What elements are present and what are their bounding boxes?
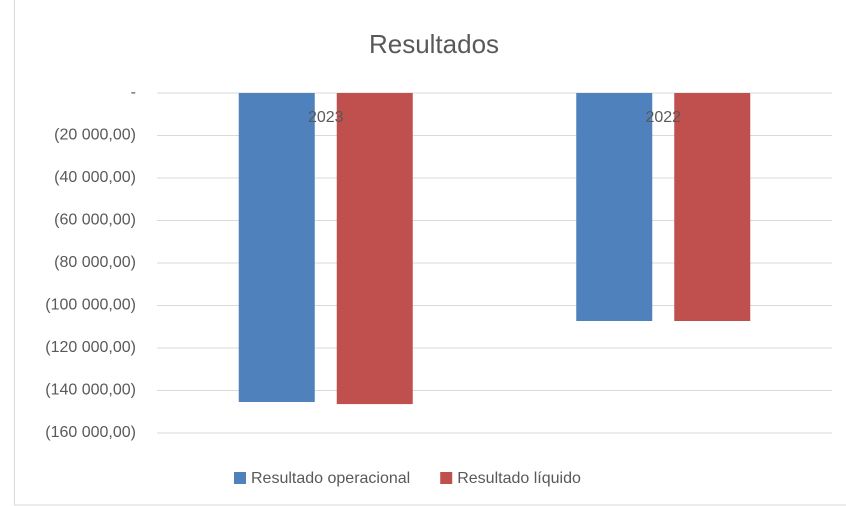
y-tick-label: (60 000,00) xyxy=(54,212,136,229)
x-tick-label: 2023 xyxy=(308,109,344,126)
bar xyxy=(576,93,653,322)
bar xyxy=(674,93,751,322)
y-tick-label: (40 000,00) xyxy=(54,169,136,186)
y-tick-label: (80 000,00) xyxy=(54,254,136,271)
y-tick-label: (160 000,00) xyxy=(45,424,136,441)
legend-swatch xyxy=(440,472,453,484)
y-tick-label: (140 000,00) xyxy=(45,382,136,399)
y-tick-label: (100 000,00) xyxy=(45,297,136,314)
legend-swatch xyxy=(234,472,246,484)
y-tick-label: (120 000,00) xyxy=(45,339,136,356)
bar xyxy=(238,93,315,402)
chart-title: Resultados xyxy=(369,29,499,59)
y-tick-label: (20 000,00) xyxy=(54,127,136,144)
bar xyxy=(336,93,413,405)
y-tick-label: - xyxy=(131,84,136,101)
legend-label: Resultado líquido xyxy=(457,470,581,487)
x-tick-label: 2022 xyxy=(645,109,681,126)
legend-label: Resultado operacional xyxy=(251,470,410,487)
